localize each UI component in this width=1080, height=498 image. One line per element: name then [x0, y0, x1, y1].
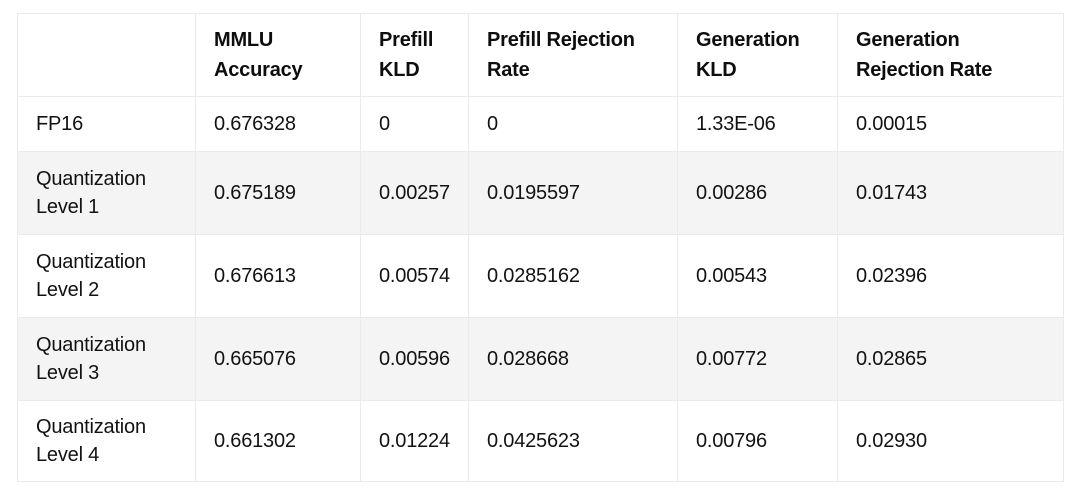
table-cell: 0.00257	[360, 151, 469, 235]
table-cell: 0.01224	[360, 400, 469, 482]
table-cell: 0.028668	[468, 317, 678, 401]
table-cell: 0.02396	[837, 234, 1064, 318]
table-row-quant-level-3: Quantization Level 3 0.665076 0.00596 0.…	[17, 317, 1064, 401]
table-cell: 0.665076	[195, 317, 361, 401]
table-cell: 0.00574	[360, 234, 469, 318]
table-cell: 0.00286	[677, 151, 838, 235]
table-cell-highlighted: 0.676613	[195, 234, 361, 318]
table-row-quant-level-1: Quantization Level 1 0.675189 0.00257 0.…	[17, 151, 1064, 235]
row-label: Quantization Level 1	[17, 151, 196, 235]
table-cell: 0.00772	[677, 317, 838, 401]
table-cell: 0.661302	[195, 400, 361, 482]
col-header-generation-kld: Generation KLD	[677, 13, 838, 97]
table-cell: 0.00015	[837, 96, 1064, 152]
col-header-mmlu-accuracy: MMLU Accuracy	[195, 13, 361, 97]
table-cell: 0.02865	[837, 317, 1064, 401]
table-cell: 1.33E-06	[677, 96, 838, 152]
table-cell: 0.00543	[677, 234, 838, 318]
table-header: MMLU Accuracy Prefill KLD Prefill Reject…	[17, 13, 1064, 97]
row-label: FP16	[17, 96, 196, 152]
table-row-quant-level-4: Quantization Level 4 0.661302 0.01224 0.…	[17, 400, 1064, 482]
col-header-generation-rejection-rate: Generation Rejection Rate	[837, 13, 1064, 97]
row-label: Quantization Level 2	[17, 234, 196, 318]
col-header-empty	[17, 13, 196, 97]
row-label: Quantization Level 4	[17, 400, 196, 482]
results-table: MMLU Accuracy Prefill KLD Prefill Reject…	[17, 13, 1064, 482]
table-cell: 0.0425623	[468, 400, 678, 482]
table-cell: 0.00796	[677, 400, 838, 482]
table-cell: 0.01743	[837, 151, 1064, 235]
table-cell: 0.675189	[195, 151, 361, 235]
table-cell: 0.0195597	[468, 151, 678, 235]
col-header-prefill-rejection-rate: Prefill Rejection Rate	[468, 13, 678, 97]
col-header-prefill-kld: Prefill KLD	[360, 13, 469, 97]
table-body: FP16 0.676328 0 0 1.33E-06 0.00015 Quant…	[17, 96, 1064, 482]
table-cell: 0	[360, 96, 469, 152]
table-row-fp16: FP16 0.676328 0 0 1.33E-06 0.00015	[17, 96, 1064, 152]
table-cell: 0.00596	[360, 317, 469, 401]
table-row-quant-level-2: Quantization Level 2 0.676613 0.00574 0.…	[17, 234, 1064, 318]
table-cell: 0	[468, 96, 678, 152]
header-row: MMLU Accuracy Prefill KLD Prefill Reject…	[17, 13, 1064, 97]
table-cell: 0.676328	[195, 96, 361, 152]
row-label: Quantization Level 3	[17, 317, 196, 401]
table-cell: 0.02930	[837, 400, 1064, 482]
table-cell: 0.0285162	[468, 234, 678, 318]
